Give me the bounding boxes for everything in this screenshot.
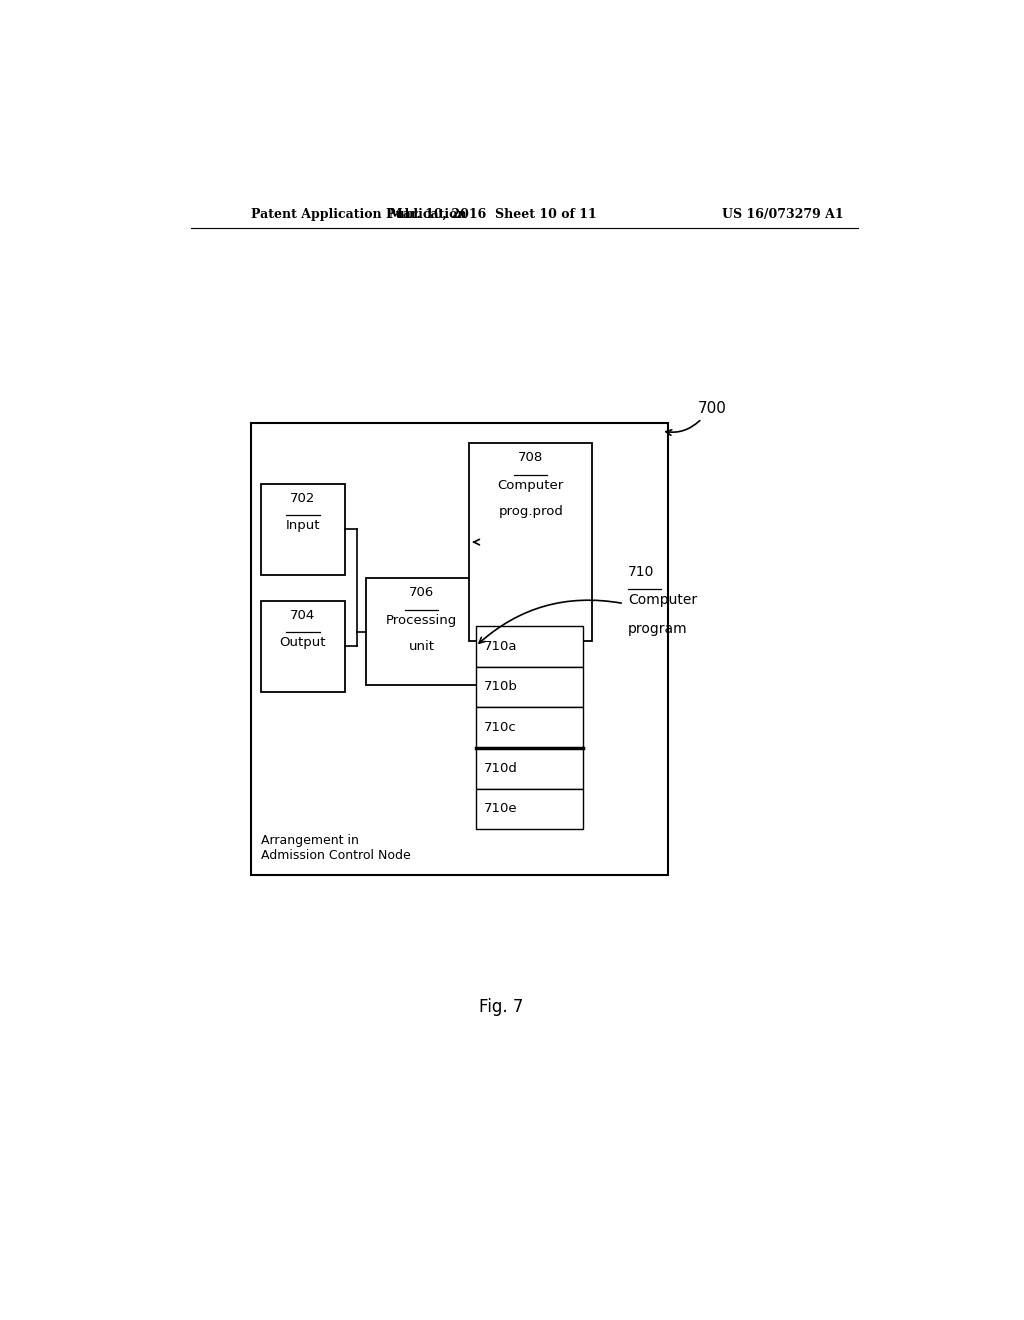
- Text: 710a: 710a: [483, 640, 517, 653]
- Text: 708: 708: [518, 451, 544, 465]
- Text: unit: unit: [409, 640, 434, 653]
- Bar: [251, 422, 668, 875]
- Bar: [475, 748, 583, 788]
- Text: Computer: Computer: [628, 594, 697, 607]
- Text: 704: 704: [291, 609, 315, 622]
- Text: 710: 710: [628, 565, 654, 579]
- Bar: [261, 483, 345, 576]
- Text: Arrangement in
Admission Control Node: Arrangement in Admission Control Node: [261, 834, 411, 862]
- Text: Mar. 10, 2016  Sheet 10 of 11: Mar. 10, 2016 Sheet 10 of 11: [389, 207, 597, 220]
- Text: Patent Application Publication: Patent Application Publication: [251, 207, 467, 220]
- Text: Computer: Computer: [498, 479, 564, 491]
- Text: 710c: 710c: [483, 721, 516, 734]
- Text: 710e: 710e: [483, 803, 517, 816]
- Bar: [261, 601, 345, 692]
- Bar: [469, 444, 592, 642]
- Text: 700: 700: [697, 401, 727, 416]
- Text: 710b: 710b: [483, 680, 517, 693]
- Text: 710d: 710d: [483, 762, 517, 775]
- Text: 702: 702: [290, 492, 315, 504]
- Bar: [475, 667, 583, 708]
- Text: prog.prod: prog.prod: [499, 506, 563, 517]
- Bar: [475, 708, 583, 748]
- Text: US 16/073279 A1: US 16/073279 A1: [722, 207, 844, 220]
- Bar: [475, 626, 583, 667]
- Text: Input: Input: [286, 519, 321, 532]
- Text: Processing: Processing: [386, 614, 458, 627]
- Text: Output: Output: [280, 636, 327, 649]
- Text: Fig. 7: Fig. 7: [479, 998, 523, 1016]
- Text: 706: 706: [409, 586, 434, 599]
- Bar: [367, 578, 477, 685]
- Text: program: program: [628, 622, 687, 636]
- Bar: [475, 788, 583, 829]
